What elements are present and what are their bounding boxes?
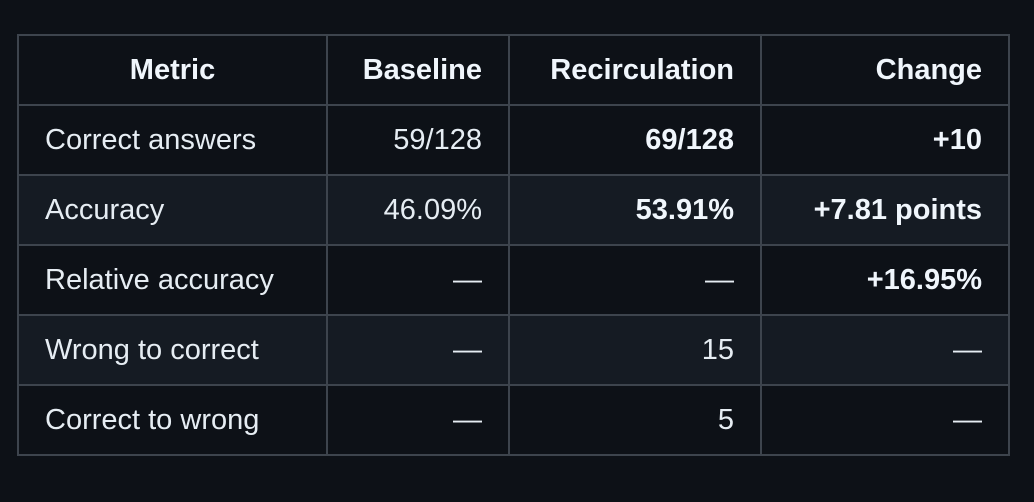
- baseline-cell: 59/128: [326, 104, 510, 176]
- baseline-cell: —: [326, 384, 510, 456]
- change-cell: —: [760, 314, 1010, 386]
- metric-cell: Accuracy: [17, 174, 328, 246]
- recirculation-cell: —: [508, 244, 762, 316]
- table-row: Correct answers 59/128 69/128 +10: [17, 104, 1010, 176]
- header-metric: Metric: [17, 34, 328, 106]
- comparison-table: Metric Baseline Recirculation Change Cor…: [17, 34, 1010, 456]
- header-baseline: Baseline: [326, 34, 510, 106]
- baseline-cell: 46.09%: [326, 174, 510, 246]
- change-cell: +7.81 points: [760, 174, 1010, 246]
- table-body: Correct answers 59/128 69/128 +10 Accura…: [17, 104, 1010, 456]
- header-change: Change: [760, 34, 1010, 106]
- header-recirculation: Recirculation: [508, 34, 762, 106]
- baseline-cell: —: [326, 244, 510, 316]
- recirculation-cell: 5: [508, 384, 762, 456]
- table-row: Wrong to correct — 15 —: [17, 314, 1010, 386]
- metric-cell: Wrong to correct: [17, 314, 328, 386]
- recirculation-cell: 15: [508, 314, 762, 386]
- change-cell: +16.95%: [760, 244, 1010, 316]
- comparison-table-container: Metric Baseline Recirculation Change Cor…: [17, 34, 1010, 456]
- table-header: Metric Baseline Recirculation Change: [17, 34, 1010, 106]
- table-row: Correct to wrong — 5 —: [17, 384, 1010, 456]
- table-row: Accuracy 46.09% 53.91% +7.81 points: [17, 174, 1010, 246]
- baseline-cell: —: [326, 314, 510, 386]
- change-cell: +10: [760, 104, 1010, 176]
- recirculation-cell: 53.91%: [508, 174, 762, 246]
- metric-cell: Relative accuracy: [17, 244, 328, 316]
- change-cell: —: [760, 384, 1010, 456]
- header-row: Metric Baseline Recirculation Change: [17, 34, 1010, 106]
- metric-cell: Correct to wrong: [17, 384, 328, 456]
- table-row: Relative accuracy — — +16.95%: [17, 244, 1010, 316]
- metric-cell: Correct answers: [17, 104, 328, 176]
- recirculation-cell: 69/128: [508, 104, 762, 176]
